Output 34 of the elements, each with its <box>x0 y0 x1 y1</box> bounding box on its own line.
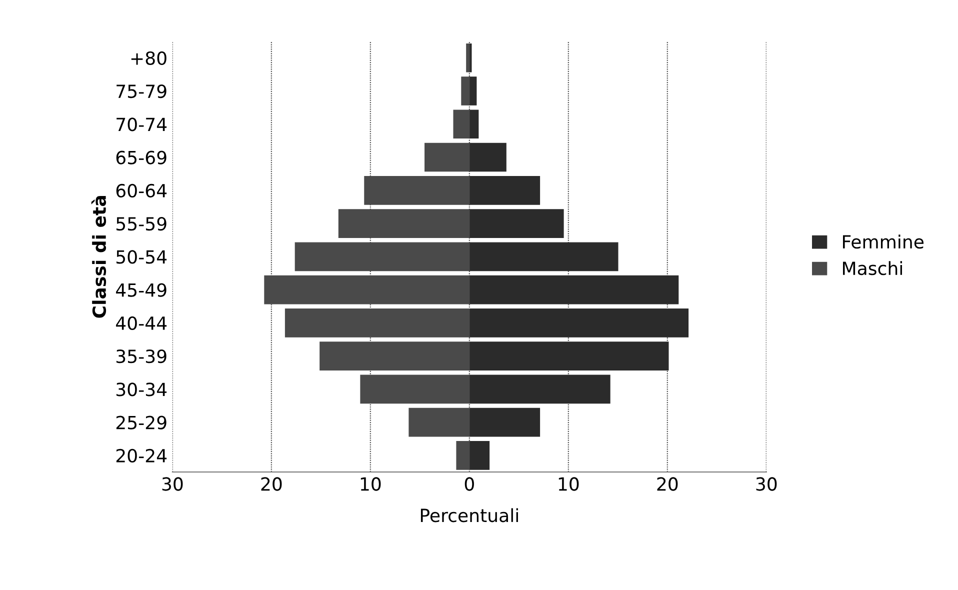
x-tick-label: 10 <box>360 477 381 491</box>
y-axis-title: Classi di età <box>91 196 106 318</box>
bar <box>469 209 564 238</box>
x-tick-label: 30 <box>162 477 183 491</box>
x-tick-label: 30 <box>756 477 777 491</box>
y-tick-label: 60-64 <box>116 184 167 198</box>
bar <box>469 242 618 272</box>
y-tick-label: 70-74 <box>116 118 167 132</box>
y-tick-label: 65-69 <box>116 150 166 164</box>
y-tick-label: 55-59 <box>116 216 166 231</box>
bar <box>469 441 490 470</box>
x-tick-label: 20 <box>657 477 678 491</box>
y-tick-label: 50-54 <box>116 250 167 264</box>
x-tick-label: 10 <box>558 477 579 491</box>
y-tick-label: 45-49 <box>116 283 166 297</box>
legend-label: Femmine <box>843 234 924 249</box>
y-tick-label: 25-29 <box>116 416 166 430</box>
bar <box>469 142 506 172</box>
legend-label: Maschi <box>843 261 902 276</box>
y-tick-label: 75-79 <box>116 84 166 98</box>
bar <box>469 275 679 304</box>
y-tick-label: 20-24 <box>116 448 167 463</box>
bar <box>469 408 540 437</box>
bar <box>469 176 540 205</box>
y-tick-label: 40-44 <box>116 316 167 330</box>
x-axis-title: Percentuali <box>420 508 518 522</box>
y-tick-label: 35-39 <box>116 350 166 364</box>
bar <box>469 308 689 338</box>
x-tick-label: 20 <box>261 477 282 491</box>
y-tick-label: 30-34 <box>116 382 167 396</box>
bar <box>469 374 610 404</box>
x-tick-label: 0 <box>464 477 474 491</box>
y-tick-label: +80 <box>131 51 166 65</box>
bar <box>469 342 669 370</box>
